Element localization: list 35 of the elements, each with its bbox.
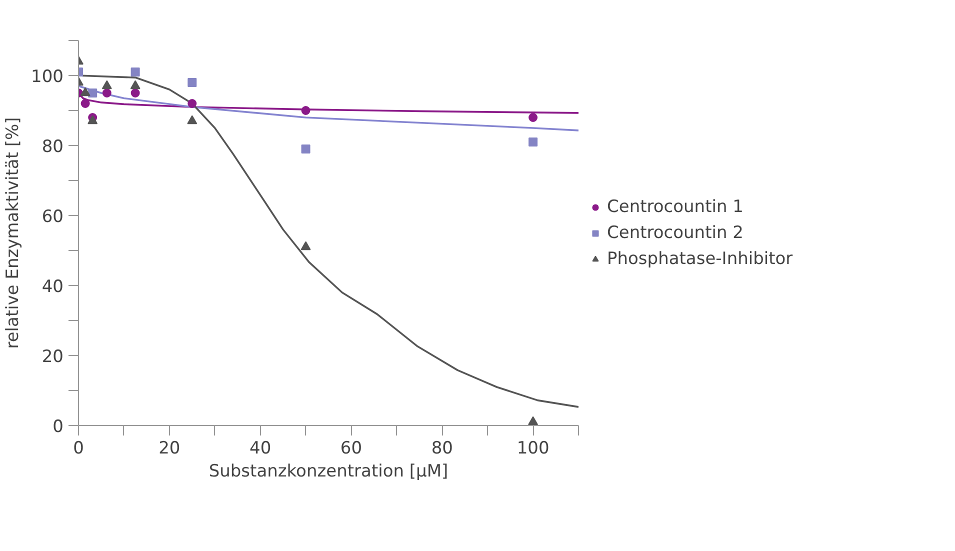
y-tick-label: 100 <box>31 67 64 87</box>
point <box>102 80 112 90</box>
point <box>130 68 140 76</box>
point <box>188 99 197 108</box>
point <box>88 88 98 98</box>
x-tick-label: 0 <box>73 438 84 458</box>
x-tick-label: 20 <box>158 438 180 458</box>
point <box>528 138 538 146</box>
point <box>130 80 140 90</box>
point <box>528 113 538 122</box>
point <box>301 144 310 154</box>
x-axis-title: Substanzkonzentration [µM] <box>208 462 448 482</box>
point <box>130 88 140 98</box>
point <box>300 241 311 250</box>
point <box>80 87 90 96</box>
x-tick-label: 40 <box>250 438 272 458</box>
point <box>187 115 198 124</box>
x-tick-label: 60 <box>340 438 362 458</box>
point <box>102 88 112 98</box>
point <box>88 115 98 124</box>
x-tick-label: 100 <box>516 438 550 458</box>
legend-label: Centrocountin 2 <box>607 222 744 242</box>
point <box>188 78 197 87</box>
y-tick-label: 40 <box>42 277 64 297</box>
x-tick-label: 80 <box>431 438 453 458</box>
y-tick-label: 0 <box>52 417 64 437</box>
point <box>528 416 538 426</box>
point <box>80 99 90 108</box>
legend-label: Centrocountin 1 <box>607 196 744 216</box>
legend-label: Phosphatase-Inhibitor <box>607 248 793 268</box>
y-tick-label: 80 <box>42 137 64 157</box>
y-tick-label: 60 <box>42 207 64 227</box>
y-axis-title: relative Enzymaktivität [%] <box>3 117 24 349</box>
y-tick-label: 20 <box>42 347 64 367</box>
point <box>301 106 310 115</box>
